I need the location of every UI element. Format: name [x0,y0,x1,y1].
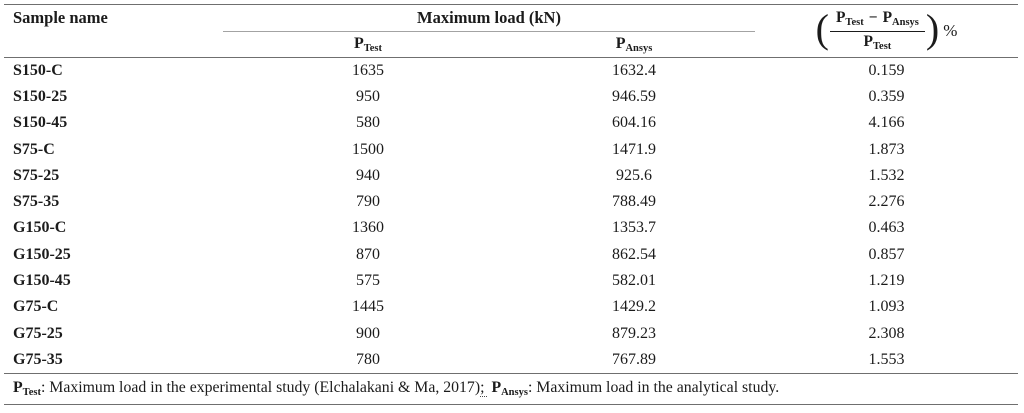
p-test-cell: 940 [356,166,380,184]
sample-name-cell: S150-25 [13,87,68,105]
error-cell: 0.359 [868,87,905,105]
sample-name-cell: G75-25 [13,324,63,342]
ansys-subscript: Ansys [892,16,919,28]
error-cell: 0.463 [868,219,905,237]
p-ansys-cell: 862.54 [612,245,656,263]
table-row: S75-35 790 788.49 2.276 [4,189,1018,215]
error-cell: 1.532 [868,166,905,184]
table-footnote: PTest: Maximum load in the experimental … [4,373,1019,405]
error-cell: 1.219 [868,272,905,290]
left-parenthesis: ( [815,6,829,51]
error-cell: 2.276 [868,193,905,211]
p-test-cell: 575 [356,272,380,290]
p-test-cell: 870 [356,245,380,263]
p-symbol: P [615,35,626,52]
table-row: G150-45 575 582.01 1.219 [4,268,1018,294]
table-row: G75-35 780 767.89 1.553 [4,346,1019,374]
error-cell: 1.093 [868,298,905,316]
sample-name-cell: G150-C [13,219,67,237]
p-ansys-cell: 788.49 [612,193,656,211]
fraction: PTest − PAnsys PTest [829,8,925,54]
maximum-load-spanner-header: Maximum load (kN) [223,4,756,32]
p-test-cell: 1500 [352,140,384,158]
p-symbol: P [353,35,364,52]
p-test-cell: 1445 [352,298,384,316]
p-test-symbol: P [863,32,873,50]
p-test-symbol: PTest [13,378,41,398]
p-ansys-symbol: PAnsys [491,378,528,398]
sample-name-cell: G75-35 [4,346,223,374]
sample-name-cell: G150-45 [13,272,71,290]
p-ansys-cell: 925.6 [616,166,652,184]
p-test-column-header: PTest [223,31,513,58]
p-test-cell: 1635 [352,61,384,79]
sample-name-cell: S75-25 [13,166,60,184]
footnote-row: PTest: Maximum load in the experimental … [4,373,1019,405]
table-row: S75-C 1500 1471.9 1.873 [4,136,1018,162]
p-test-cell: 580 [356,114,380,132]
error-cell: 2.308 [868,324,905,342]
p-ansys-cell: 604.16 [612,114,656,132]
footnote-text-2: : Maximum load in the analytical study. [527,378,780,396]
table-row: S150-25 950 946.59 0.359 [4,84,1018,110]
table-row: S150-C 1635 1632.4 0.159 [4,58,1018,84]
footnote-semicolon: ; [480,378,488,397]
p-test-cell: 900 [356,324,380,342]
header-row-1: Sample name Maximum load (kN) ( PTest − PA… [4,4,1019,58]
p-ansys-cell: 1429.2 [612,298,656,316]
p-ansys-symbol: P [882,8,893,26]
p-ansys-cell: 1632.4 [612,61,656,79]
percent-sign: % [943,21,958,40]
header-row-2: PTest PAnsys [4,31,1018,58]
error-cell: 1.873 [868,140,905,158]
error-formula-header: ( PTest − PAnsys PTest ) % [755,4,1019,58]
sample-name-header: Sample name [4,4,223,58]
p-ansys-column-header: PAnsys [513,31,756,58]
table-row: G75-C 1445 1429.2 1.093 [4,294,1018,320]
p-ansys-cell: 946.59 [612,87,656,105]
p-ansys-cell: 1471.9 [612,140,656,158]
p-test-cell: 780 [223,346,513,374]
p-ansys-cell: 879.23 [612,324,656,342]
p-ansys-cell: 582.01 [612,272,656,290]
test-subscript: Test [845,16,864,28]
table-row: S75-25 940 925.6 1.532 [4,163,1018,189]
table-row: G150-C 1360 1353.7 0.463 [4,215,1018,241]
fraction-denominator: PTest [864,32,892,54]
p-test-cell: 950 [356,87,380,105]
p-ansys-cell: 1353.7 [612,219,656,237]
ansys-subscript: Ansys [625,43,653,54]
p-test-cell: 790 [356,193,380,211]
error-cell: 0.857 [868,245,905,263]
error-cell: 4.166 [868,114,905,132]
p-ansys-cell: 767.89 [513,346,756,374]
sample-name-cell: S75-C [13,140,55,158]
error-cell: 1.553 [755,346,1019,374]
p-test-symbol: P [835,8,846,26]
sample-name-cell: G75-C [13,298,59,316]
sample-name-cell: S150-45 [13,114,68,132]
minus-sign: − [868,8,878,26]
sample-name-cell: S150-C [13,61,63,79]
p-test-cell: 1360 [352,219,384,237]
sample-name-cell: S75-35 [13,193,60,211]
right-parenthesis: ) [925,6,940,51]
fraction-numerator: PTest − PAnsys [829,8,925,32]
footnote-text-1: : Maximum load in the experimental study… [40,378,481,396]
table-row: S150-45 580 604.16 4.166 [4,110,1018,136]
test-subscript: Test [363,43,383,54]
table-row: G75-25 900 879.23 2.308 [4,320,1018,346]
table-row: G150-25 870 862.54 0.857 [4,242,1018,268]
error-cell: 0.159 [868,61,905,79]
sample-name-cell: G150-25 [13,245,71,263]
test-subscript: Test [873,40,892,52]
results-table: Sample name Maximum load (kN) ( PTest − PA… [4,4,1019,405]
error-formula: ( PTest − PAnsys PTest ) % [816,9,958,53]
